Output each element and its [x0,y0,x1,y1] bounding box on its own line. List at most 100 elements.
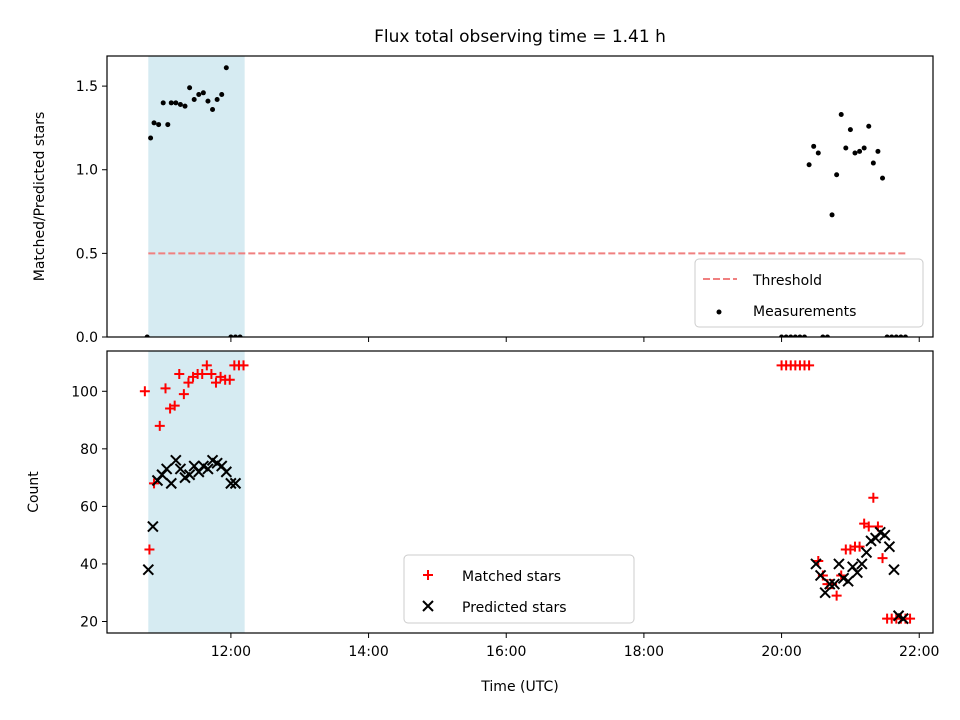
legend-item: Matched stars [423,569,561,585]
data-point [238,360,249,371]
x-tick-label: 16:00 [486,644,526,660]
data-point [879,529,891,541]
data-point [165,477,177,490]
data-point [863,521,874,532]
legend-item: Measurements [716,304,856,320]
observing-span [148,351,245,633]
data-point [196,91,202,97]
data-point [224,374,235,385]
data-point [866,123,872,129]
x-tick-label: 14:00 [348,644,388,660]
legend-swatch [422,600,434,612]
data-point [165,122,171,128]
data-point [170,454,182,467]
legend-label: Matched stars [462,569,561,585]
data-point [144,544,155,555]
data-point [860,546,873,559]
data-point [183,469,196,481]
data-point [160,100,166,106]
data-point [200,90,206,96]
x-tick-label: 18:00 [624,644,664,660]
data-point [824,578,836,590]
data-point [223,65,229,71]
legend-item: Threshold [703,273,822,289]
data-point [870,160,876,166]
data-point [838,112,844,118]
data-point [178,389,189,400]
x-tick-label: 22:00 [899,644,939,660]
y-tick-label: 20 [80,614,98,630]
legend: Threshold Measurements [694,258,924,328]
data-point [814,569,827,582]
data-point [824,334,830,337]
data-point [875,148,881,154]
panel-bottom: 20 40 60 80 100 12:00 14:00 16:00 18:00 20:00 22:0… [26,350,939,695]
panel-top: 0.0 0.5 1.0 1.5 Flux total observing time = … [32,27,934,346]
data-point [880,175,886,181]
data-point [804,360,815,371]
data-point [205,98,211,104]
chart-title: Flux total observing time = 1.41 h [374,27,666,47]
legend-label: Measurements [753,304,856,320]
data-point [237,334,243,337]
data-point [842,575,854,587]
data-point [191,96,197,102]
data-point [806,162,812,168]
data-point [779,334,785,337]
data-point [828,578,841,590]
y-tick-label: 0.0 [76,330,98,346]
data-point [197,369,208,380]
data-point [831,590,842,601]
legend-swatch [423,570,433,580]
data-point [187,85,193,91]
data-point [856,558,868,570]
data-point [905,613,916,624]
data-point [228,334,234,337]
data-point [843,145,849,151]
data-point [220,466,233,478]
data-point [151,120,157,126]
data-point [148,135,154,141]
data-point [177,102,183,108]
data-point [169,400,180,411]
y-tick-label: 1.0 [76,163,98,179]
data-point [206,369,217,380]
data-point [847,127,853,133]
legend-swatch [716,309,722,315]
y-tick-label: 100 [71,384,98,400]
data-point [868,492,879,503]
data-point [142,563,155,576]
observing-span [148,56,245,337]
data-point [154,420,165,431]
data-point [214,96,220,102]
data-point [829,212,835,218]
data-point [834,172,840,178]
data-point [802,334,808,337]
y-axis-label: Matched/Predicted stars [32,112,48,282]
y-tick-label: 60 [80,499,98,515]
legend-box [694,258,924,328]
data-point [852,150,858,156]
data-point [139,386,150,397]
data-point [889,334,895,337]
data-point [897,612,909,625]
data-point [174,369,185,380]
y-axis-label: Count [26,471,42,513]
legend-label: Threshold [752,273,822,289]
data-point [893,334,899,337]
y-tick-label: 0.5 [76,246,98,262]
axes-frame [106,55,934,338]
data-point [902,334,908,337]
data-point [857,148,863,154]
data-point [783,334,789,337]
axes-frame [106,350,934,634]
data-point [173,100,179,106]
y-tick-label: 80 [80,442,98,458]
data-point [819,587,831,599]
data-point [788,334,794,337]
data-point [168,100,174,106]
plot-area [139,360,916,625]
data-point [225,477,237,490]
